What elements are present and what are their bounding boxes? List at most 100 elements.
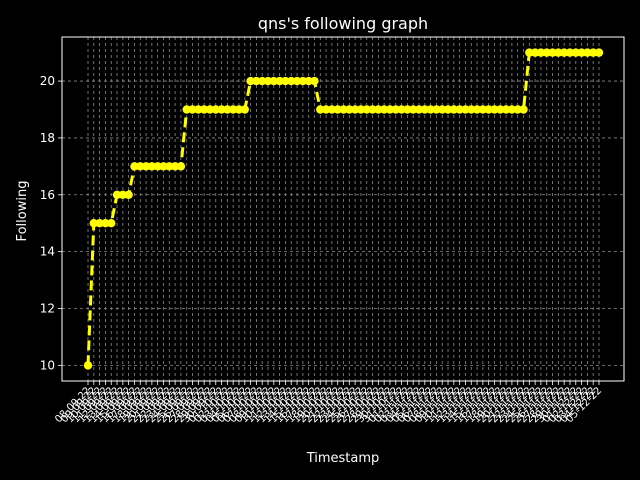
data-point [205,105,215,114]
data-point [426,105,435,114]
data-point [594,48,604,57]
data-point [165,162,174,171]
data-point [484,105,493,114]
data-point [391,105,400,114]
data-point [95,219,104,228]
y-tick-label: 10 [40,358,55,372]
data-point [287,76,296,86]
data-point [565,48,575,57]
data-point [554,48,563,57]
data-point [182,105,191,114]
data-point [420,105,429,114]
data-point [298,76,308,86]
data-point [403,105,412,114]
data-point [327,105,337,114]
data-point [130,162,139,171]
data-point [83,361,93,370]
data-point [345,105,354,114]
chart-title: qns's following graph [258,14,428,33]
data-point [496,105,505,114]
data-point [374,105,383,114]
data-point [223,105,232,114]
data-point [240,105,249,114]
data-point [362,105,371,114]
data-point [124,190,133,199]
data-point [321,105,331,114]
data-point [501,105,511,114]
data-point [467,105,476,114]
x-axis-label: Timestamp [306,451,380,466]
data-point [449,105,459,114]
data-point [176,162,186,171]
data-point [194,105,203,114]
data-point [333,105,342,114]
data-point [461,105,470,114]
data-point [107,219,116,228]
data-point [455,105,464,114]
data-point [438,105,447,114]
y-tick-label: 12 [40,302,55,316]
data-point [153,162,162,171]
y-tick-label: 14 [40,245,55,259]
y-axis-ticks: 10 12 14 16 18 20 [40,74,62,372]
data-point [513,105,522,114]
data-point [350,105,360,114]
data-point [159,162,168,171]
data-point [339,105,348,114]
data-point [316,105,325,114]
data-point [118,190,128,199]
data-point [275,76,284,86]
data-point [246,76,255,86]
data-point [101,219,110,228]
data-point [228,105,238,114]
data-point [559,48,569,57]
data-point [583,48,592,57]
data-point [188,105,197,114]
data-point [304,76,313,86]
data-point [507,105,517,114]
x-axis-ticks: 08-09-2209-09-2210-09-2211-09-2212-09-22… [53,381,604,425]
data-point [136,162,145,171]
data-point [281,76,290,86]
y-tick-label: 16 [40,188,55,202]
grid [62,37,624,381]
data-point [536,48,546,57]
data-point [542,48,551,57]
data-point [89,219,99,228]
data-point [385,105,395,114]
data-point [588,48,598,57]
data-point [263,76,273,86]
y-tick-label: 20 [40,74,55,88]
data-point [478,105,488,114]
data-point [490,105,499,114]
data-point [356,105,366,114]
data-point [211,105,220,114]
y-axis-label: Following [15,181,30,242]
data-point [525,48,534,57]
data-point [571,48,580,57]
data-point [519,105,528,114]
data-point [379,105,389,114]
data-point [258,76,267,86]
data-point [548,48,557,57]
data-point [217,105,226,114]
data-point [141,162,151,171]
data-point [432,105,441,114]
data-point [199,105,209,114]
data-point [170,162,180,171]
data-point [368,105,377,114]
y-tick-label: 18 [40,131,55,145]
data-points [83,48,604,370]
plot-frame [61,36,625,382]
data-point [112,190,122,199]
data-point [414,105,424,114]
data-point [577,48,586,57]
data-point [443,105,453,114]
data-point [397,105,406,114]
data-point [234,105,244,114]
data-point [310,76,319,86]
data-point [530,48,540,57]
data-point [269,76,279,86]
data-point [472,105,482,114]
